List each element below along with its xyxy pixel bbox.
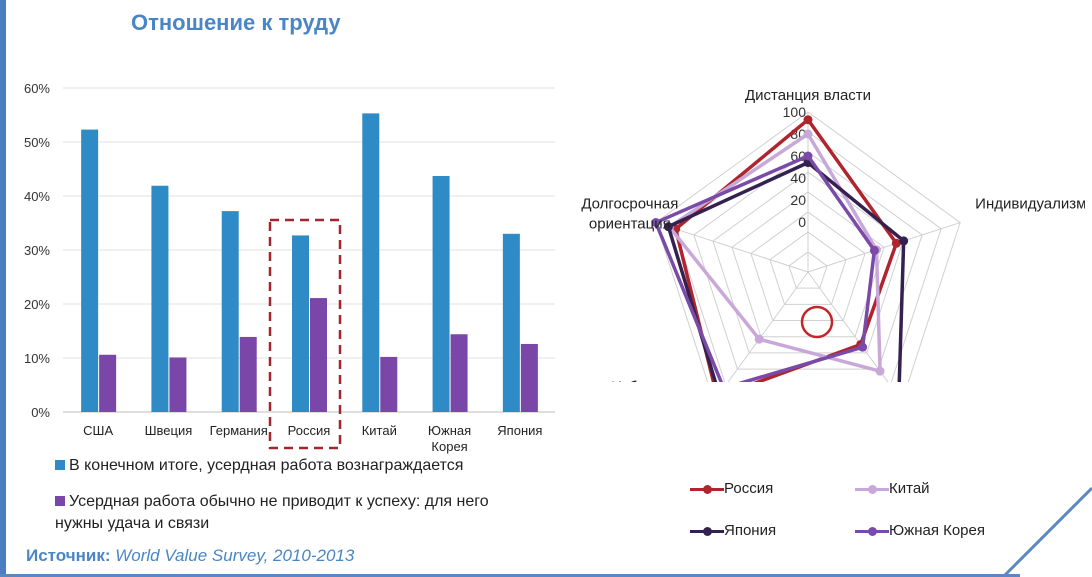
radar-legend-label-2: Япония	[724, 522, 777, 539]
legend-label-2a: Усердная работа обычно не приводит к усп…	[69, 493, 489, 510]
left-accent-border	[0, 0, 6, 577]
radar-series-3	[654, 154, 877, 382]
legend-swatch-purple	[55, 496, 65, 506]
y-tick-label: 30%	[24, 243, 50, 258]
y-tick-label: 50%	[24, 135, 50, 150]
bar-luck-5	[450, 334, 468, 412]
source-text: World Value Survey, 2010-2013	[115, 546, 355, 565]
bar-legend-item-2: Усердная работа обычно не приводит к усп…	[55, 491, 489, 535]
radar-ring	[655, 111, 961, 382]
radar-series-1	[667, 132, 882, 373]
bar-rewarded-0	[81, 129, 99, 412]
x-tick-label: Германия	[210, 423, 268, 438]
legend-label-1: В конечном итоге, усердная работа вознаг…	[69, 457, 464, 474]
legend-swatch-blue	[55, 460, 65, 470]
x-tick-label: Япония	[497, 423, 542, 438]
radar-axis-label: ориентация	[589, 216, 671, 233]
legend-line-korea	[855, 526, 889, 536]
radar-ring	[693, 151, 923, 370]
radar-legend-item-korea: Южная Корея	[855, 522, 985, 539]
bar-rewarded-5	[432, 176, 450, 412]
bar-luck-6	[520, 343, 538, 412]
radar-point-0-0	[803, 115, 813, 125]
radar-legend-item-japan: Япония	[690, 522, 776, 539]
highlight-circle	[800, 305, 834, 339]
bar-rewarded-3	[292, 235, 309, 412]
bar-rewarded-6	[502, 233, 520, 412]
legend-line-china	[855, 484, 889, 494]
russia-highlight-box	[268, 218, 342, 450]
radar-ring	[750, 211, 866, 322]
radar-point-1-2	[875, 366, 885, 376]
bar-rewarded-4	[362, 113, 380, 412]
bar-legend-item-1: В конечном итоге, усердная работа вознаг…	[55, 455, 463, 477]
radar-legend-item-russia: Россия	[690, 480, 773, 497]
radar-tick-label: 0	[798, 214, 806, 230]
radar-legend-label-3: Южная Корея	[889, 522, 985, 539]
radar-tick-label: 20	[790, 192, 806, 208]
x-tick-label: Южная	[428, 423, 471, 438]
radar-axis-label: Долгосрочная	[581, 196, 678, 213]
radar-spoke	[807, 222, 961, 273]
bar-luck-1	[169, 357, 187, 412]
radar-axis-label: Избегание	[611, 378, 684, 382]
source-label: Источник:	[26, 546, 111, 565]
bar-luck-3	[310, 298, 327, 412]
radar-legend-item-china: Китай	[855, 480, 930, 497]
radar-axis-label: Индивидуализм	[975, 196, 1085, 213]
x-tick-label: Швеция	[145, 423, 193, 438]
radar-ring	[769, 231, 847, 305]
radar-spoke	[807, 271, 889, 382]
radar-point-3-4	[651, 218, 661, 228]
x-tick-label: Корея	[431, 439, 467, 454]
radar-axis-label: Дистанция власти	[745, 87, 871, 104]
radar-tick-label: 40	[790, 170, 806, 186]
radar-legend-label-0: Россия	[724, 480, 774, 497]
radar-point-1-3	[754, 334, 764, 344]
radar-point-3-1	[869, 245, 879, 255]
x-tick-label: США	[83, 423, 113, 438]
y-tick-label: 0%	[31, 405, 50, 420]
bottom-accent-line	[0, 574, 1020, 577]
legend-line-russia	[690, 484, 724, 494]
bar-rewarded-1	[151, 185, 169, 412]
radar-point-2-1	[899, 236, 909, 246]
x-tick-label: Китай	[362, 423, 397, 438]
x-tick-label: Россия	[288, 423, 331, 438]
radar-spoke	[655, 222, 809, 273]
y-tick-label: 60%	[24, 81, 50, 96]
radar-legend-label-1: Китай	[889, 480, 930, 497]
y-tick-label: 10%	[24, 351, 50, 366]
radar-ring	[788, 251, 828, 289]
source-note: Источник: World Value Survey, 2010-2013	[26, 546, 354, 566]
bar-luck-0	[99, 354, 117, 412]
bar-luck-4	[380, 356, 398, 412]
radar-tick-label: 100	[783, 104, 807, 120]
radar-point-3-2	[858, 342, 868, 352]
y-tick-label: 20%	[24, 297, 50, 312]
legend-line-japan	[690, 526, 724, 536]
legend-label-2b: нужны удача и связи	[55, 515, 210, 532]
page-title: Отношение к труду	[131, 10, 341, 35]
radar-point-2-4	[663, 222, 673, 232]
radar-series-2	[666, 160, 906, 382]
bar-chart: 0% 10% 20% 30% 40% 50% 60% США Швеция Германия Рос…	[24, 81, 555, 454]
bar-luck-2	[239, 336, 257, 412]
bar-rewarded-2	[221, 211, 239, 412]
radar-point-0-1	[891, 238, 901, 248]
y-tick-label: 40%	[24, 189, 50, 204]
radar-point-1-0	[803, 129, 813, 139]
radar-point-3-0	[803, 151, 813, 161]
